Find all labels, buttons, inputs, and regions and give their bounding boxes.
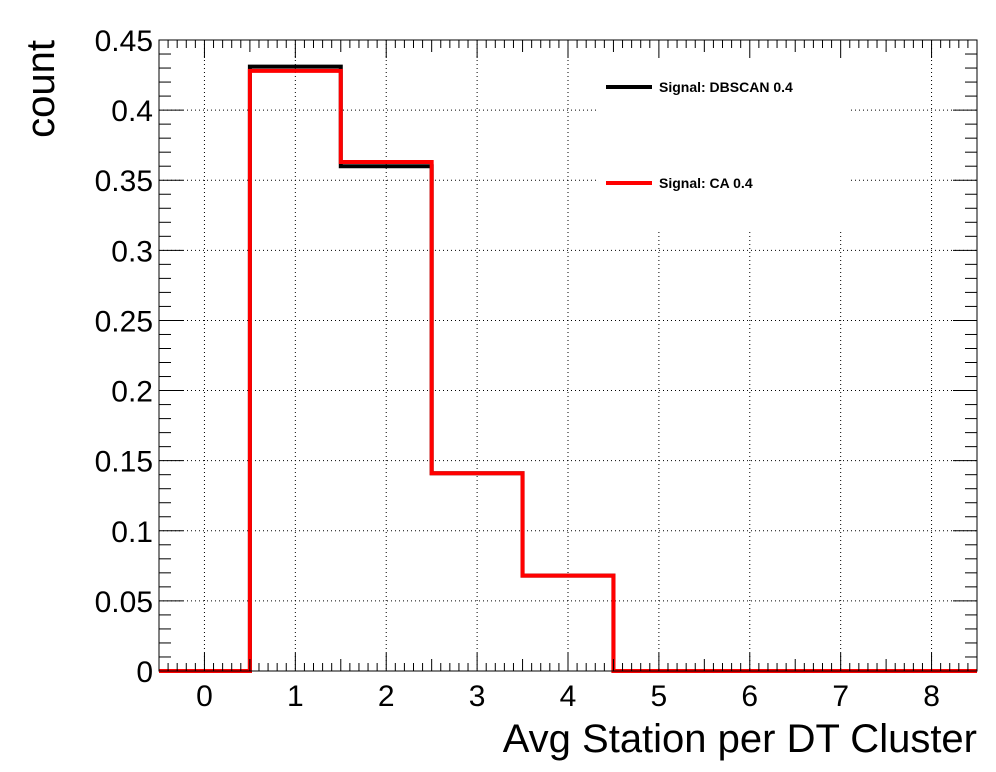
x-tick-label: 1 xyxy=(287,680,304,713)
x-tick-label: 0 xyxy=(196,680,213,713)
y-tick-label: 0.35 xyxy=(95,165,153,198)
x-tick-label: 7 xyxy=(832,680,849,713)
tick-labels: 0 1 2 3 4 5 6 7 8 0 0.05 0.1 0.15 0.2 0.25 0.3 0.35 0.4 0.… xyxy=(95,25,940,713)
y-tick-label: 0.25 xyxy=(95,305,153,338)
x-tick-label: 3 xyxy=(469,680,486,713)
x-tick-label: 2 xyxy=(378,680,395,713)
y-tick-label: 0 xyxy=(136,656,153,689)
legend: Signal: DBSCAN 0.4 Signal: CA 0.4 xyxy=(598,40,848,230)
axis-ticks xyxy=(158,39,978,672)
legend-label-1: Signal: CA 0.4 xyxy=(659,175,753,191)
x-axis-title: Avg Station per DT Cluster xyxy=(503,717,977,761)
legend-label-0: Signal: DBSCAN 0.4 xyxy=(659,79,793,95)
y-tick-label: 0.3 xyxy=(111,235,153,268)
x-tick-label: 4 xyxy=(560,680,577,713)
y-tick-label: 0.1 xyxy=(111,516,153,549)
y-tick-label: 0.05 xyxy=(95,586,153,619)
y-tick-label: 0.2 xyxy=(111,376,153,409)
x-tick-label: 6 xyxy=(741,680,758,713)
y-axis-title: count xyxy=(19,40,63,138)
x-tick-label: 5 xyxy=(651,680,668,713)
y-tick-label: 0.15 xyxy=(95,446,153,479)
legend-box xyxy=(598,40,848,230)
y-tick-label: 0.4 xyxy=(111,95,153,128)
x-tick-label: 8 xyxy=(923,680,940,713)
y-tick-label: 0.45 xyxy=(95,25,153,58)
